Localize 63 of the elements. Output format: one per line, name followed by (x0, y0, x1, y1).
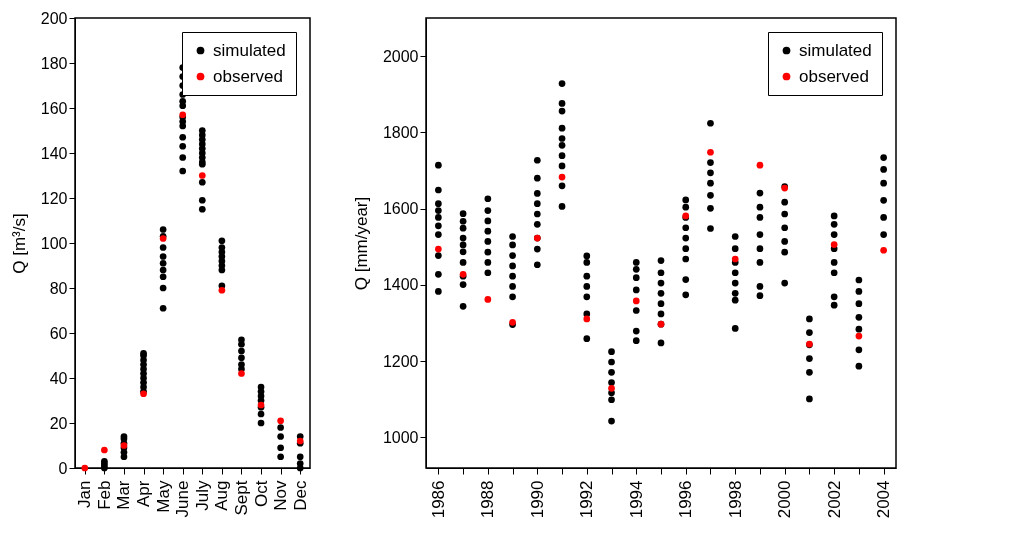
point (218, 286, 226, 294)
point (830, 241, 838, 248)
y-tick-label: 0 (58, 459, 68, 477)
y-tick-label: 120 (40, 189, 68, 207)
x-tick-label: 2000 (775, 480, 795, 519)
x-tick-label: July (192, 480, 212, 511)
x-tick-label: Mar (114, 480, 134, 510)
y-tick-label: 1000 (382, 428, 419, 446)
y-tick-label: 1400 (382, 276, 419, 294)
y-tick-label: 60 (49, 324, 68, 342)
point (558, 173, 566, 181)
point (756, 161, 764, 169)
x-tick-label: Feb (94, 480, 114, 510)
point (608, 384, 615, 392)
point (855, 332, 863, 340)
x-tick-label: Apr (134, 480, 154, 507)
point (435, 245, 442, 253)
x-tick-label: 1988 (478, 480, 498, 519)
legend-label: simulated (213, 40, 286, 60)
y-axis-title: Q [m³/s] (9, 213, 29, 274)
x-tick-label: 1992 (577, 480, 597, 519)
point (880, 246, 887, 254)
y-tick-label: 100 (40, 234, 68, 252)
x-tick-label: Sept (231, 480, 251, 516)
point (198, 172, 206, 179)
x-tick-label: 1998 (725, 480, 745, 519)
y-axis-title: Q [mm/year] (351, 196, 371, 291)
point (277, 417, 284, 425)
y-tick-label: 140 (40, 144, 68, 162)
y-tick-label: 1800 (382, 123, 419, 141)
x-tick-label: Jan (75, 480, 95, 508)
x-tick-label: 1996 (676, 480, 696, 519)
x-tick-label: 2002 (824, 480, 844, 519)
point (81, 464, 89, 472)
x-tick-label: 1994 (626, 480, 646, 519)
point (731, 255, 739, 263)
point (238, 370, 245, 377)
y-tick-label: 1200 (382, 352, 419, 370)
x-tick-label: June (173, 480, 193, 518)
x-tick-label: Dec (290, 480, 310, 511)
point (632, 297, 640, 305)
point (101, 446, 108, 454)
x-tick-label: Aug (212, 480, 232, 511)
y-tick-label: 200 (40, 9, 68, 27)
y-tick-label: 40 (49, 369, 68, 387)
point (484, 296, 492, 303)
x-tick-label: May (153, 480, 173, 513)
y-tick-label: 180 (40, 54, 68, 72)
y-tick-label: 160 (40, 99, 68, 117)
point (707, 148, 714, 156)
x-tick-label: 2004 (874, 480, 894, 519)
legend-label: observed (213, 66, 283, 86)
y-tick-label: 20 (49, 414, 68, 432)
y-tick-label: 80 (49, 279, 68, 297)
legend-label: observed (799, 66, 869, 86)
x-tick-label: 1990 (527, 480, 547, 519)
x-tick-label: Nov (271, 480, 291, 511)
y-tick-label: 1600 (382, 200, 419, 218)
legend-label: simulated (799, 40, 872, 60)
y-tick-label: 2000 (382, 47, 419, 65)
point (583, 315, 591, 323)
x-tick-label: Oct (251, 480, 271, 507)
x-tick-label: 1986 (428, 480, 448, 519)
